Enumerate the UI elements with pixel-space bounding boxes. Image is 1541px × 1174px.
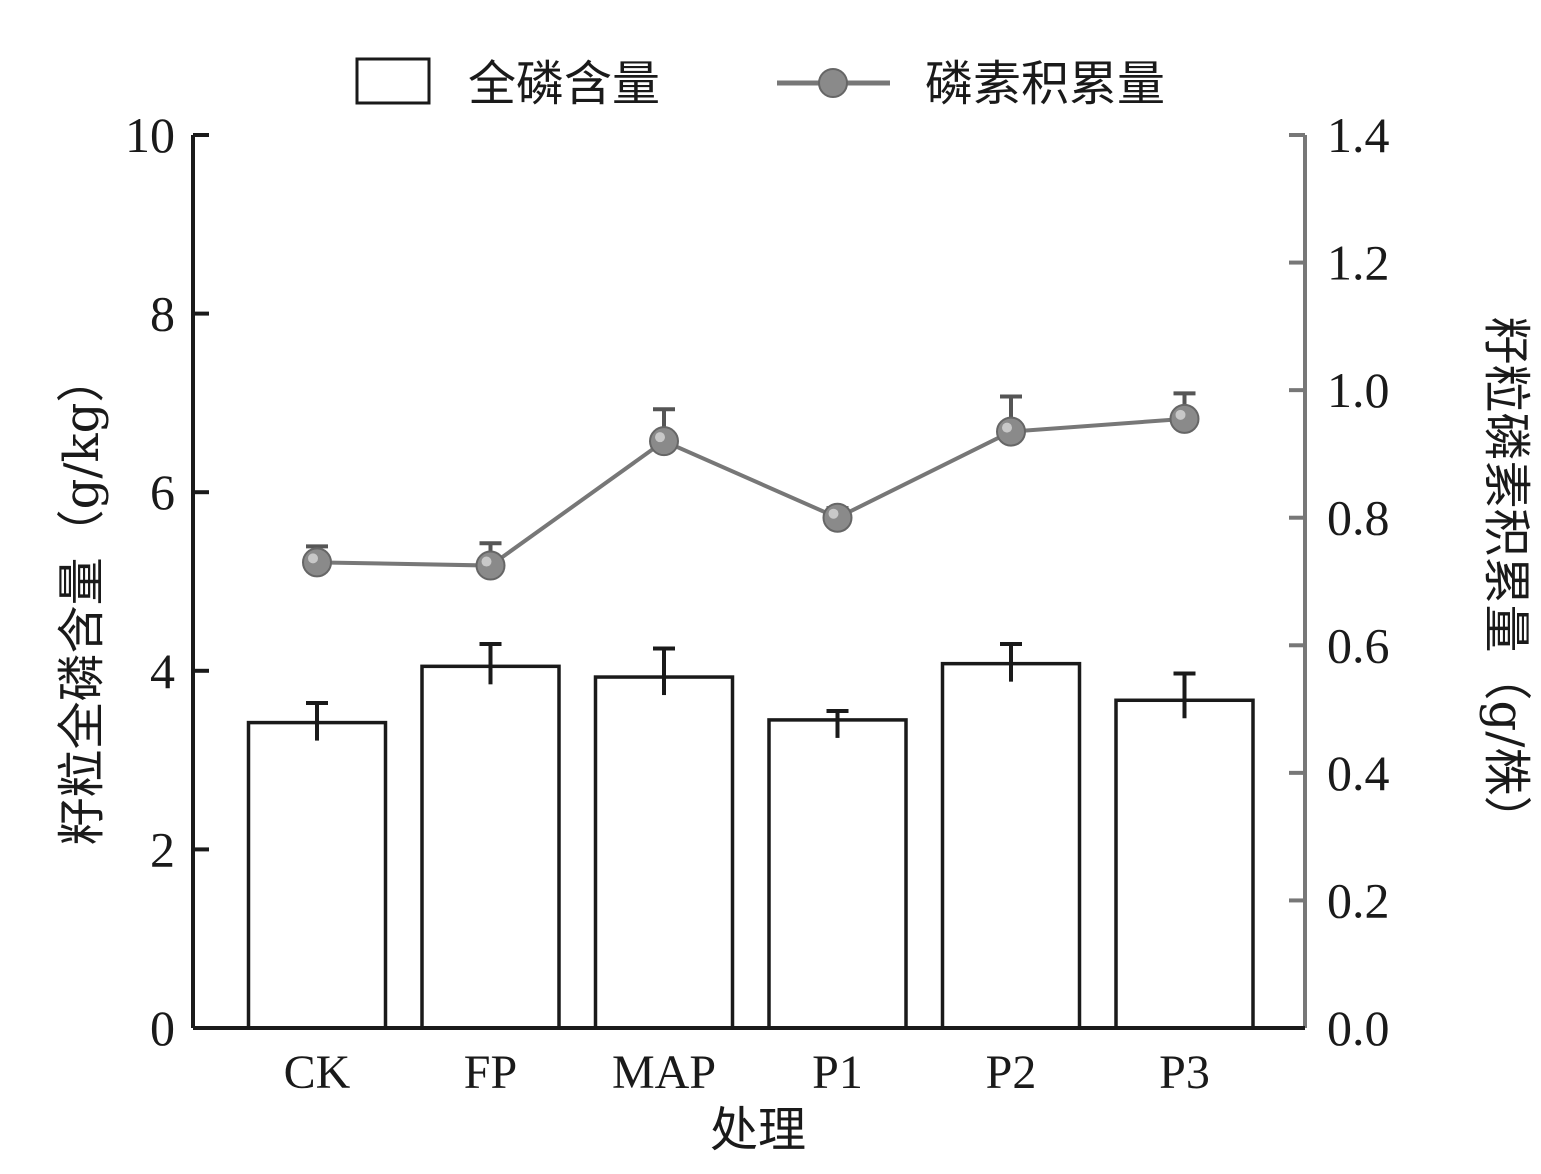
- y-left-tick-label: 0: [150, 1000, 175, 1056]
- line-point: [996, 416, 1026, 447]
- x-tick-label: P2: [986, 1046, 1037, 1099]
- y-right-tick-label: 0.0: [1327, 1000, 1390, 1056]
- legend-bar-label: 全磷含量: [468, 56, 660, 112]
- line-point-highlight: [308, 553, 318, 564]
- y-axis-right-title: 籽粒磷素积累量（g/株）: [1478, 317, 1534, 844]
- x-tick-label: FP: [464, 1046, 517, 1099]
- x-axis-title: 处理: [710, 1102, 806, 1158]
- bar-series: [246, 642, 1255, 1030]
- y-right-tick-label: 1.4: [1327, 107, 1390, 163]
- x-tick-label: P1: [812, 1046, 863, 1099]
- line-point-highlight: [1002, 422, 1012, 433]
- y-right-tick-label: 0.8: [1327, 490, 1390, 546]
- line-point-highlight: [481, 556, 492, 567]
- bar: [940, 661, 1082, 1030]
- line-point-highlight: [1175, 409, 1186, 420]
- y-right-tick-label: 0.4: [1327, 745, 1390, 801]
- y-right-tick-label: 1.0: [1327, 362, 1390, 418]
- x-tick-label: P3: [1159, 1046, 1210, 1099]
- y-right-tick-label: 0.6: [1327, 617, 1390, 673]
- bar: [246, 720, 388, 1030]
- bar: [420, 664, 561, 1030]
- line-point-highlight: [655, 432, 665, 443]
- x-tick-label: CK: [284, 1046, 351, 1099]
- line-series: [302, 391, 1200, 581]
- bar: [1114, 698, 1255, 1030]
- y-left-tick-label: 6: [150, 464, 175, 520]
- y-axis-left-title: 籽粒全磷含量（g/kg）: [54, 355, 110, 846]
- bar: [767, 718, 908, 1030]
- y-left-tick-label: 10: [125, 107, 175, 163]
- line-path: [316, 416, 1185, 568]
- legend-line-label: 磷素积累量: [925, 56, 1165, 112]
- legend-line-marker: [818, 68, 848, 98]
- axes: 0 2 4 6 8 10 0.0 0.2 0.4 0.6 0.8 1.0 1.2 1.4 CK FP MAP P1…: [125, 107, 1390, 1099]
- y-left-tick-label: 2: [150, 821, 175, 877]
- line-point: [302, 547, 332, 578]
- line-point: [822, 502, 853, 533]
- line-point-highlight: [828, 508, 839, 519]
- x-tick-label: MAP: [612, 1046, 716, 1099]
- line-point: [475, 550, 506, 581]
- line-point: [1169, 403, 1200, 434]
- y-right-tick-label: 0.2: [1327, 872, 1390, 928]
- line-point: [649, 426, 679, 457]
- legend: 全磷含量 磷素积累量: [355, 56, 1165, 112]
- y-left-tick-label: 8: [150, 286, 175, 342]
- y-right-tick-label: 1.2: [1327, 235, 1390, 291]
- legend-bar-swatch: [355, 57, 431, 105]
- bar: [593, 675, 735, 1030]
- y-left-tick-label: 4: [150, 643, 175, 699]
